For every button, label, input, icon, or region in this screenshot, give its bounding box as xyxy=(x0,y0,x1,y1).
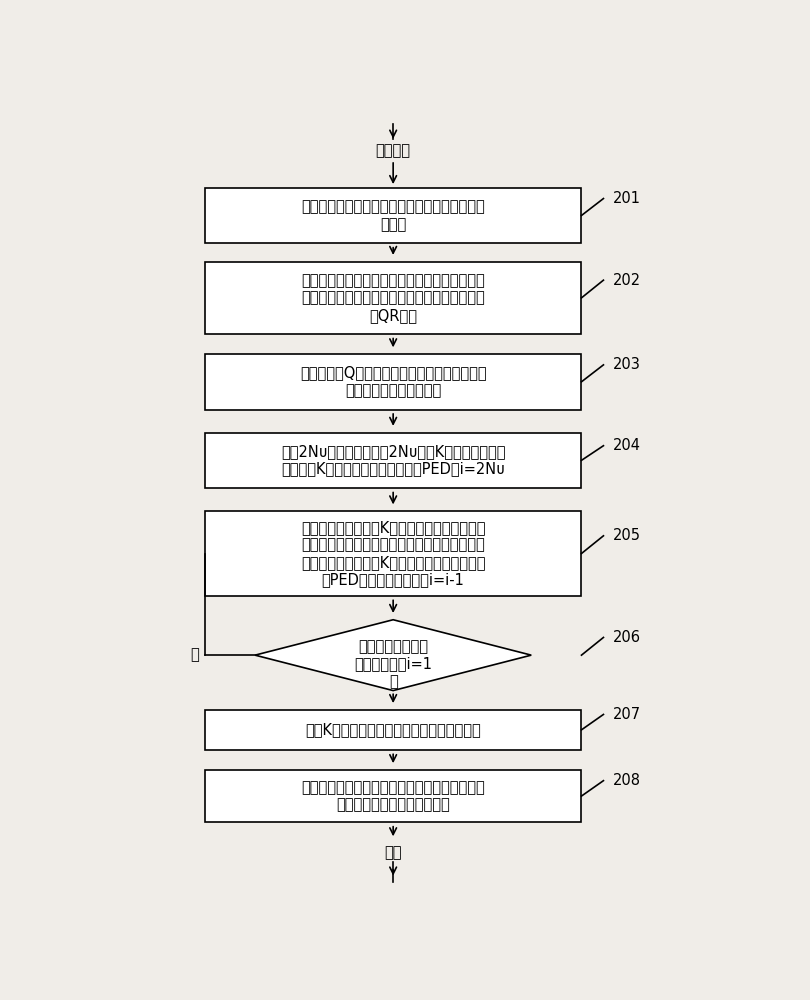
Text: 对该节点左乘变换矩阵后，通过越界控制，再进
行平移与缩放，获得检测结果: 对该节点左乘变换矩阵后，通过越界控制，再进 行平移与缩放，获得检测结果 xyxy=(301,780,485,812)
Text: 对接收向量做平移与缩放，得到平移缩放后的接
收向量: 对接收向量做平移与缩放，得到平移缩放后的接 收向量 xyxy=(301,199,485,232)
Text: 将所获得的Q矩阵的共轭转置与接收信号相乘，
得到接收信号的均衡信号: 将所获得的Q矩阵的共轭转置与接收信号相乘， 得到接收信号的均衡信号 xyxy=(300,366,487,398)
Text: 判定是否到达叶子
节点，即是否i=1: 判定是否到达叶子 节点，即是否i=1 xyxy=(354,639,433,671)
Text: 基于上一步中获得的K个最佳节点，结合父节点
扩展子节点的方法，利用候选最小堆排序算法选
择出该层的上一层的K个最佳节点，并计算相应
的PED，进入上一层，令i=: 基于上一步中获得的K个最佳节点，结合父节点 扩展子节点的方法，利用候选最小堆排序… xyxy=(301,520,485,587)
Text: 从第2Nᴜ层开始，找到第2Nᴜ层的K个最佳节点，并
且计算这K个最佳的子节点所对应的PED，i=2Nᴜ: 从第2Nᴜ层开始，找到第2Nᴜ层的K个最佳节点，并 且计算这K个最佳的子节点所对… xyxy=(281,444,505,477)
Text: 206: 206 xyxy=(613,630,641,645)
FancyBboxPatch shape xyxy=(205,511,582,596)
Text: 是: 是 xyxy=(389,675,398,690)
FancyBboxPatch shape xyxy=(205,188,582,243)
Text: 参数输入: 参数输入 xyxy=(376,143,411,158)
Text: 207: 207 xyxy=(613,707,641,722)
Text: 205: 205 xyxy=(613,528,641,543)
FancyBboxPatch shape xyxy=(205,433,582,488)
FancyBboxPatch shape xyxy=(205,262,582,334)
FancyBboxPatch shape xyxy=(205,354,582,410)
Text: 对信道矩阵，通过格基规约算法，获得正交性更
好的信道矩阵以及变换矩阵，并对新的信道矩阵
做QR分解: 对信道矩阵，通过格基规约算法，获得正交性更 好的信道矩阵以及变换矩阵，并对新的信… xyxy=(301,273,485,323)
FancyBboxPatch shape xyxy=(205,710,582,750)
Text: 208: 208 xyxy=(613,773,641,788)
Text: 202: 202 xyxy=(613,273,641,288)
FancyBboxPatch shape xyxy=(205,770,582,822)
Text: 204: 204 xyxy=(613,438,641,453)
Text: 203: 203 xyxy=(613,357,641,372)
Text: 输出: 输出 xyxy=(385,846,402,861)
Polygon shape xyxy=(255,620,531,691)
Text: 否: 否 xyxy=(190,648,198,663)
Text: 选择K个节点中满足一定条件的一个节点输出: 选择K个节点中满足一定条件的一个节点输出 xyxy=(305,722,481,737)
Text: 201: 201 xyxy=(613,191,641,206)
